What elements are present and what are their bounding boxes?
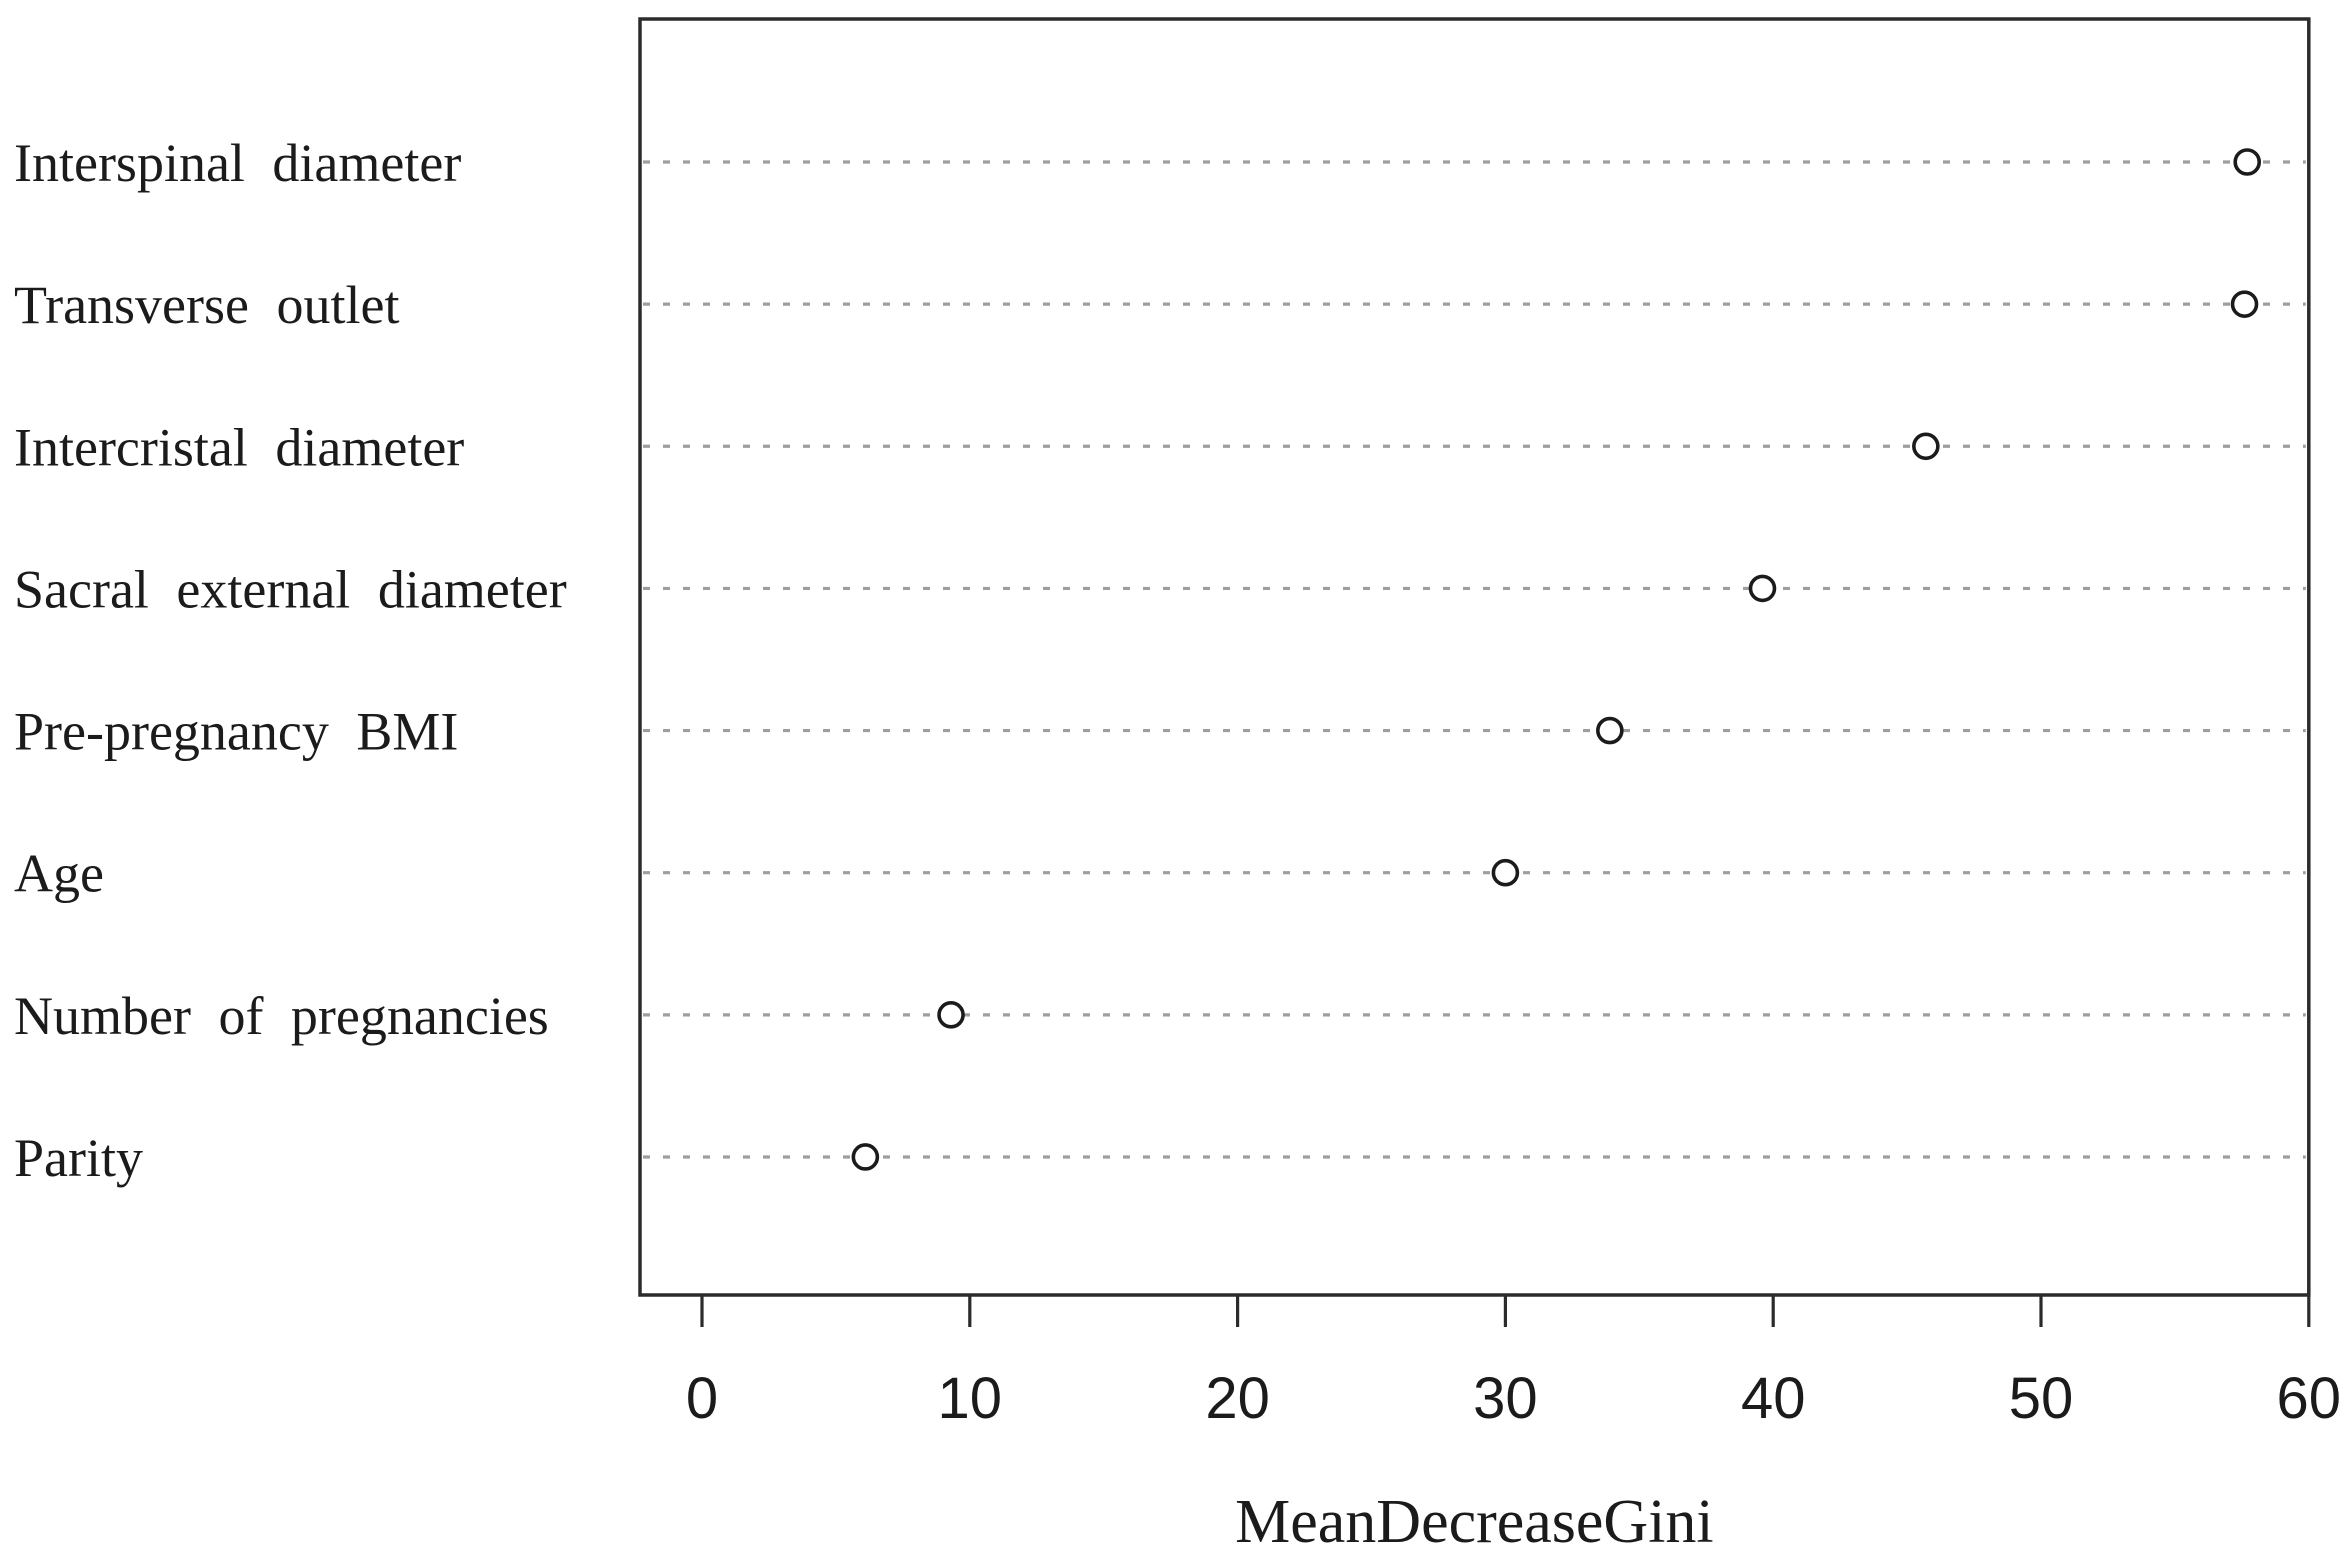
data-point bbox=[937, 1001, 965, 1029]
category-label: Transverse outlet bbox=[14, 275, 399, 335]
data-point bbox=[1912, 432, 1940, 461]
x-axis-title: MeanDecreaseGini bbox=[1235, 1488, 1714, 1552]
category-label: Sacral external diameter bbox=[14, 559, 567, 619]
x-tick-label: 30 bbox=[1473, 1366, 1538, 1431]
category-label: Pre-pregnancy BMI bbox=[14, 702, 458, 762]
data-point bbox=[1491, 858, 1520, 887]
category-label: Parity bbox=[14, 1128, 143, 1188]
category-label: Age bbox=[14, 844, 104, 904]
plot-box bbox=[638, 17, 2311, 1297]
data-point bbox=[2233, 148, 2262, 176]
x-tick-label: 20 bbox=[1205, 1366, 1270, 1431]
x-tick-label: 10 bbox=[938, 1366, 1003, 1431]
category-label: Interspinal diameter bbox=[14, 133, 461, 193]
data-point bbox=[1596, 716, 1624, 745]
x-tick-label: 50 bbox=[2009, 1366, 2074, 1431]
data-point bbox=[851, 1143, 880, 1171]
category-label: Number of pregnancies bbox=[14, 986, 549, 1046]
data-point bbox=[1748, 574, 1777, 603]
x-tick-label: 40 bbox=[1741, 1366, 1806, 1431]
data-point bbox=[2230, 290, 2259, 318]
x-tick-label: 60 bbox=[2277, 1366, 2342, 1431]
x-tick-label: 0 bbox=[686, 1366, 718, 1431]
category-label: Intercristal diameter bbox=[14, 417, 464, 477]
